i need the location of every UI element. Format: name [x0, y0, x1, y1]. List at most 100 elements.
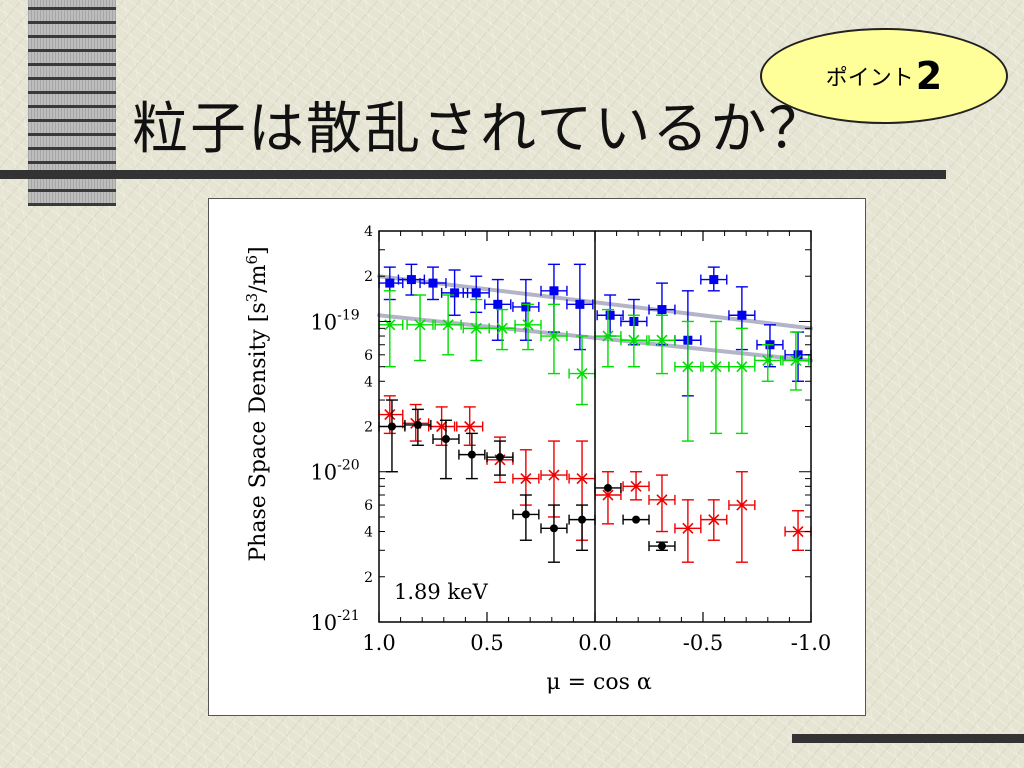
- y-minor-tick-label: 4: [364, 224, 373, 240]
- circle-marker: [495, 453, 504, 462]
- series-group: [378, 395, 812, 563]
- data-point: [648, 474, 676, 533]
- x-tick-label: -0.5: [683, 631, 724, 655]
- cross-marker: [576, 473, 588, 485]
- data-point: [514, 303, 542, 351]
- point-badge: ポイント 2: [760, 28, 1008, 124]
- square-marker: [657, 305, 667, 315]
- y-minor-tick-label: 4: [364, 525, 373, 541]
- point-badge-label: ポイント: [825, 66, 914, 91]
- cross-marker: [602, 489, 614, 501]
- cross-marker: [682, 522, 694, 534]
- data-point: [540, 303, 568, 375]
- cross-marker: [792, 525, 804, 538]
- circle-marker: [657, 542, 666, 551]
- cross-marker: [708, 514, 720, 526]
- cross-marker: [736, 499, 748, 511]
- square-marker: [793, 350, 803, 360]
- footer-rule: [792, 734, 1024, 743]
- square-marker: [575, 299, 585, 309]
- series-group: [378, 290, 810, 442]
- data-point: [486, 440, 514, 476]
- cross-marker: [710, 361, 722, 373]
- data-point: [456, 406, 484, 446]
- square-marker: [549, 286, 559, 296]
- data-point: [419, 266, 447, 301]
- data-point: [434, 294, 462, 356]
- y-minor-tick-label: 2: [364, 420, 373, 436]
- y-axis-title-main: Phase Space Density [s: [246, 302, 271, 561]
- y-major-tick-label: 10-21: [310, 608, 359, 635]
- circle-marker: [521, 510, 530, 519]
- y-minor-tick-label: 2: [364, 570, 373, 586]
- series-group: [378, 399, 676, 563]
- square-marker: [737, 310, 747, 320]
- cross-marker: [548, 469, 560, 481]
- square-marker: [493, 299, 503, 309]
- y-tick-exponent: -20: [337, 458, 360, 474]
- square-marker: [385, 278, 395, 288]
- data-point: [622, 514, 650, 525]
- data-point: [728, 471, 756, 563]
- data-point: [622, 471, 650, 501]
- square-marker: [521, 302, 531, 312]
- data-point: [406, 294, 434, 362]
- circle-marker: [632, 515, 641, 524]
- y-axis-title-mid: /m: [246, 264, 271, 292]
- data-point: [674, 320, 702, 442]
- circle-marker: [467, 450, 476, 459]
- cross-marker: [384, 319, 396, 331]
- y-axis-title-end: ]: [246, 246, 271, 255]
- cross-marker: [736, 361, 748, 373]
- x-tick-label: 0.5: [470, 631, 503, 655]
- y-minor-tick-label: 2: [364, 269, 373, 285]
- cross-marker: [602, 330, 614, 342]
- y-tick-base: 10: [310, 611, 337, 635]
- data-point: [378, 266, 404, 301]
- data-point: [458, 432, 486, 480]
- data-point: [648, 541, 676, 552]
- x-tick-label: -1.0: [791, 631, 832, 655]
- circle-marker: [603, 483, 612, 492]
- data-point: [700, 266, 728, 292]
- data-point: [728, 327, 756, 435]
- data-point: [378, 399, 406, 473]
- cross-marker: [414, 319, 426, 331]
- data-point: [674, 499, 702, 563]
- data-point: [594, 482, 622, 493]
- square-marker: [605, 310, 615, 320]
- circle-marker: [387, 422, 396, 431]
- cross-marker: [656, 334, 668, 346]
- x-tick-label: 1.0: [362, 631, 395, 655]
- x-axis-title: μ = cos α: [546, 670, 652, 695]
- data-point: [594, 471, 622, 525]
- data-point: [512, 278, 540, 341]
- phase-space-density-chart: 1.0 0.5 0.0 -0.5 -1.010-2110-2010-1924624624…: [243, 224, 831, 695]
- circle-marker: [441, 435, 450, 444]
- cross-marker: [790, 354, 802, 367]
- circle-marker: [578, 515, 587, 524]
- data-point: [700, 499, 728, 541]
- cross-marker: [436, 420, 448, 433]
- cross-marker: [628, 334, 640, 346]
- cross-marker: [656, 494, 668, 506]
- cross-marker: [522, 319, 534, 331]
- cross-marker: [630, 480, 642, 492]
- data-point: [728, 286, 756, 351]
- square-marker: [471, 288, 481, 298]
- y-minor-tick-label: 6: [364, 498, 373, 514]
- circle-marker: [413, 420, 422, 429]
- data-point: [512, 449, 540, 506]
- data-point: [568, 335, 596, 406]
- data-point: [568, 504, 596, 552]
- y-minor-tick-label: 6: [364, 348, 373, 364]
- y-major-tick-label: 10-19: [310, 307, 359, 334]
- cross-marker: [520, 473, 532, 485]
- cross-marker: [464, 420, 476, 433]
- square-marker: [406, 275, 416, 285]
- data-point: [702, 320, 730, 435]
- y-tick-base: 10: [310, 461, 337, 485]
- cross-marker: [442, 319, 454, 331]
- y-axis-title: Phase Space Density [s3/m6]: [243, 246, 271, 561]
